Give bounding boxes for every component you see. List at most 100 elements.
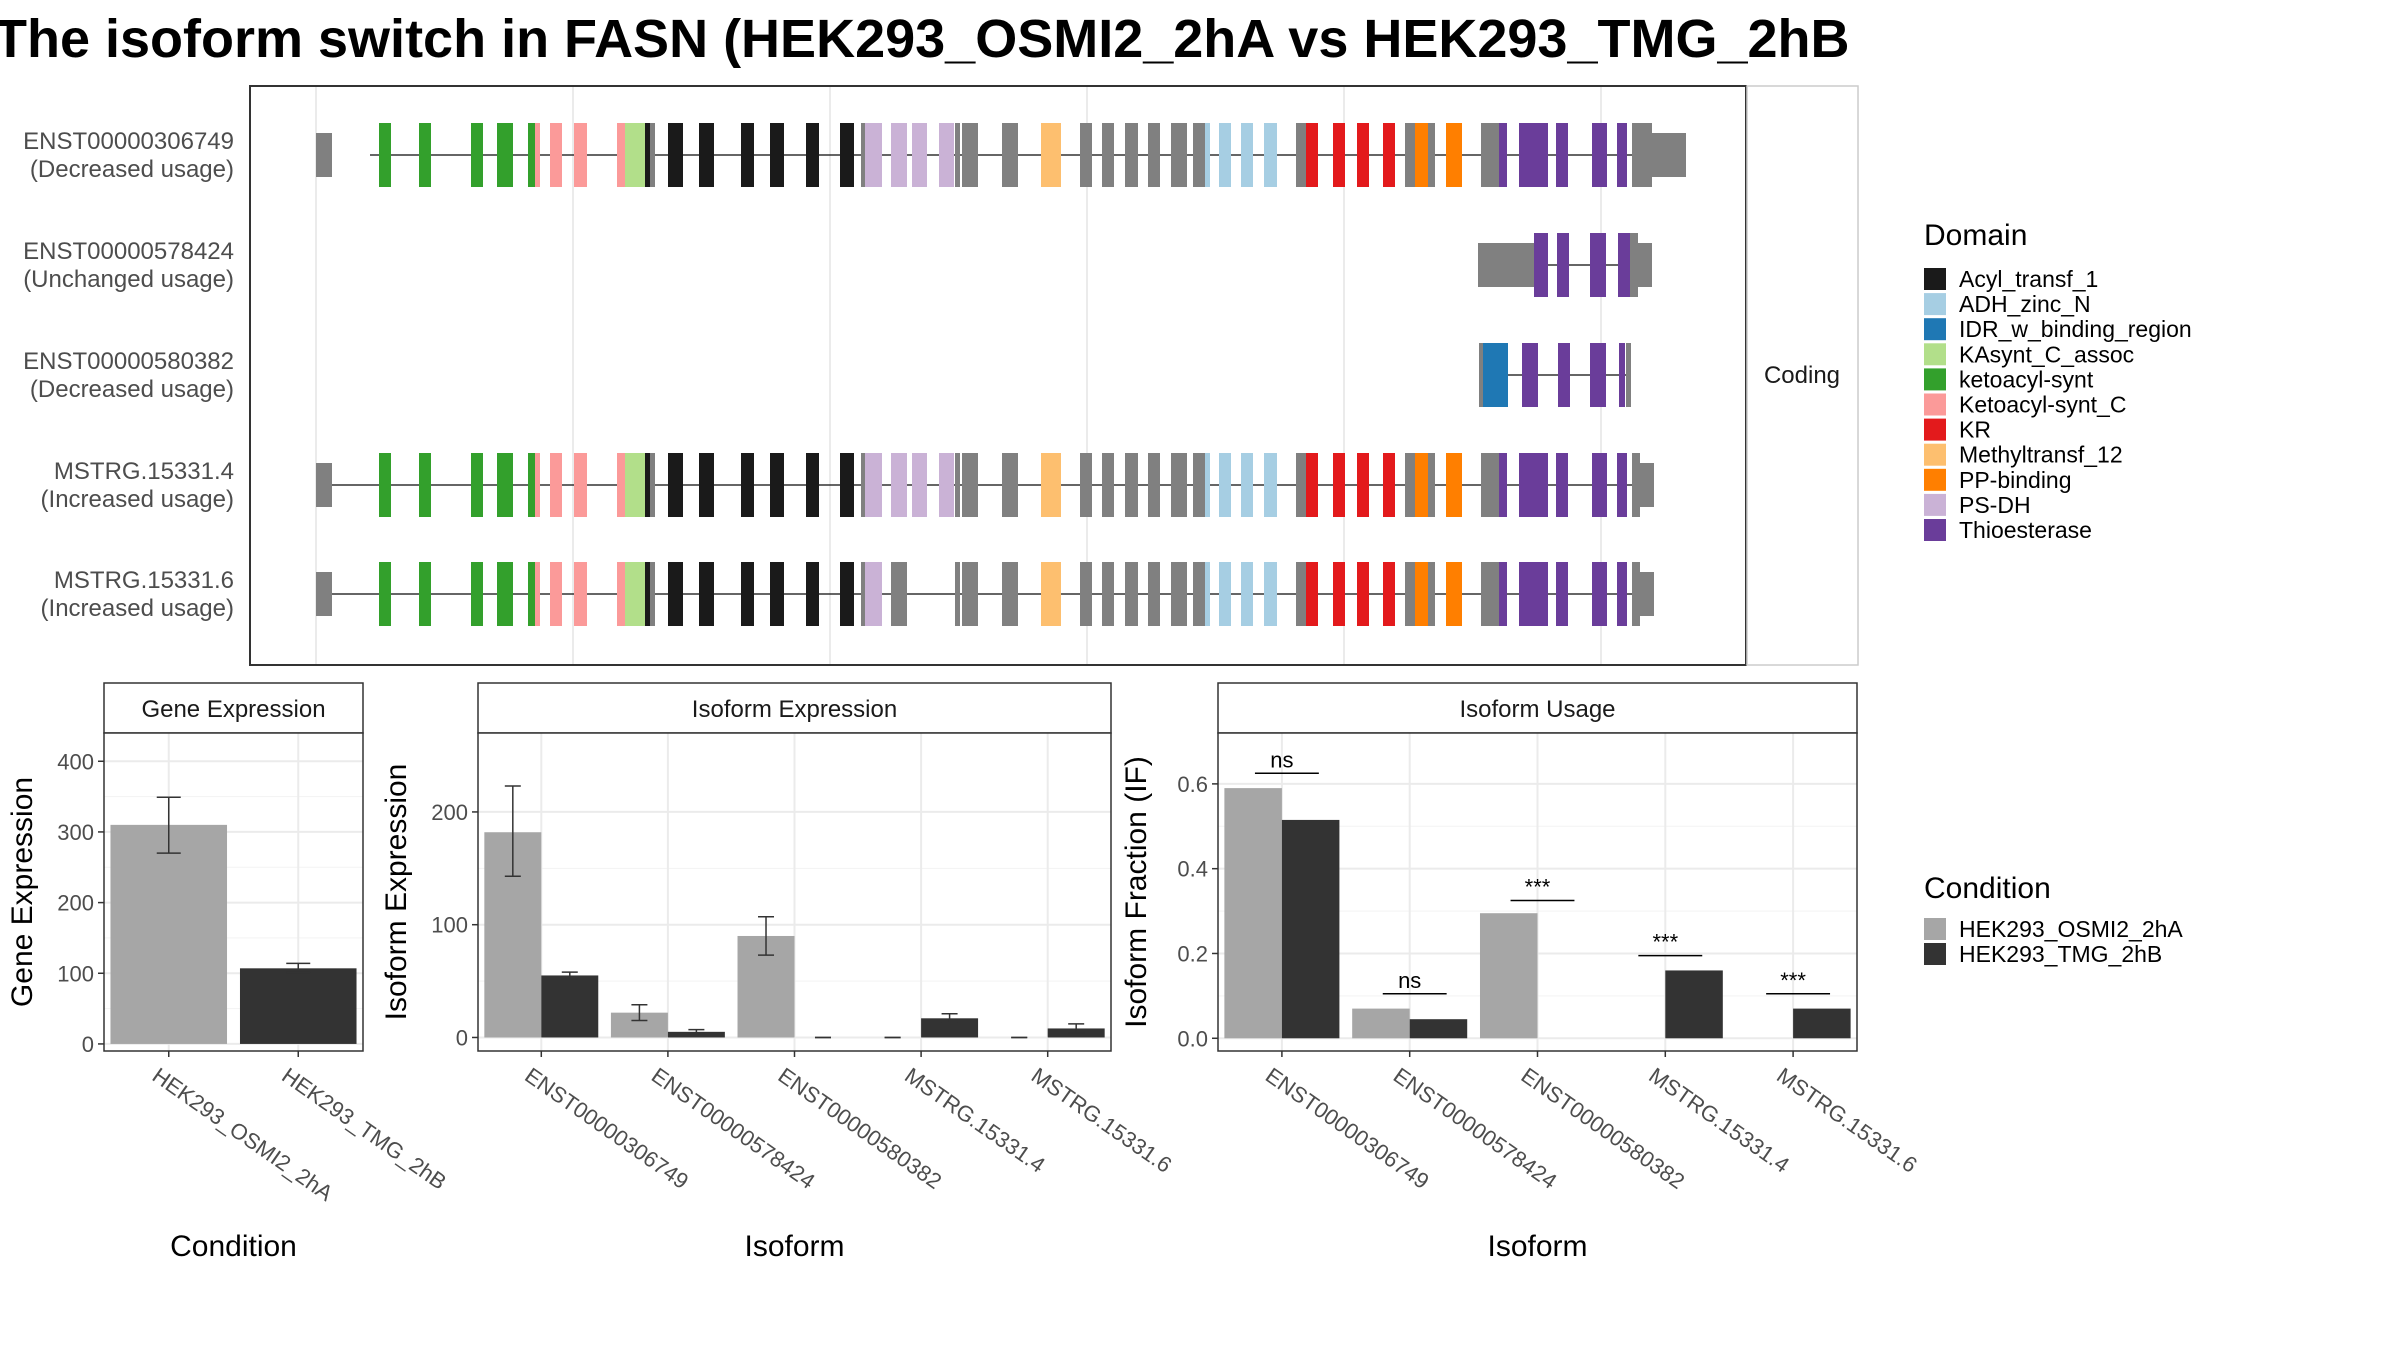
exon-Thioesterase-46 xyxy=(1556,562,1568,626)
domain-legend-label: KR xyxy=(1959,417,1991,443)
exon-KR-36 xyxy=(1333,562,1345,626)
utr-block-0 xyxy=(316,463,332,507)
domain-legend-label: Thioesterase xyxy=(1959,517,2092,543)
exon-ketoacyl-synt-1 xyxy=(419,123,431,187)
exon-Acyl_transf_1-13 xyxy=(699,453,714,517)
y-tick-label: 0 xyxy=(456,1025,468,1050)
coding-facet-strip xyxy=(1746,85,1859,666)
y-tick-label: 100 xyxy=(431,913,468,938)
isoform-expression-panel: Isoform Expression0100200ENST00000306749… xyxy=(380,682,1176,1263)
exon-Ketoacyl-synt_C-5 xyxy=(535,123,540,187)
exon-Acyl_transf_1-17 xyxy=(840,562,854,626)
exon-Acyl_transf_1-16 xyxy=(806,123,819,187)
utr-block-2 xyxy=(1652,133,1686,177)
condition-key-1 xyxy=(1924,943,1946,965)
exon-noncoding-25 xyxy=(1102,562,1114,626)
exon-noncoding-11 xyxy=(650,453,655,517)
bar-HEK293_TMG_2hB-MSTRG.15331.4 xyxy=(921,1018,979,1038)
condition-key-0 xyxy=(1924,918,1946,940)
exon-noncoding-24 xyxy=(962,453,978,517)
domain-key-ADH_zinc_N xyxy=(1924,293,1946,316)
exon-noncoding-22 xyxy=(1002,562,1018,626)
exon-PS-DH-21 xyxy=(912,453,927,517)
structure-panel-border xyxy=(249,85,1747,666)
exon-noncoding-18 xyxy=(861,453,865,517)
y-tick-label: 0.4 xyxy=(1177,857,1208,882)
exon-Ketoacyl-synt_C-7 xyxy=(574,562,587,626)
exon-KR-41 xyxy=(1383,123,1395,187)
exon-noncoding-0 xyxy=(1479,343,1483,407)
domain-key-Acyl_transf_1 xyxy=(1924,268,1946,290)
y-tick-label: 0.0 xyxy=(1177,1026,1208,1051)
y-tick-label: 400 xyxy=(57,749,94,774)
transcript-track-1 xyxy=(316,123,1686,187)
exon-PS-DH-19 xyxy=(865,453,882,517)
exon-noncoding-23 xyxy=(955,453,960,517)
exon-noncoding-32 xyxy=(1193,123,1205,187)
exon-noncoding-32 xyxy=(1193,453,1205,517)
exon-noncoding-44 xyxy=(1428,453,1435,517)
exon-Thioesterase-3 xyxy=(1618,233,1630,297)
utr-block-0 xyxy=(316,572,332,616)
significance-label-2: *** xyxy=(1525,874,1551,899)
exon-Thioesterase-2 xyxy=(1590,233,1606,297)
exon-noncoding-46 xyxy=(1481,123,1499,187)
exon-ketoacyl-synt-1 xyxy=(419,562,431,626)
exon-Thioesterase-2 xyxy=(1522,343,1538,407)
y-axis-title: Gene Expression xyxy=(6,777,39,1007)
transcript-track-3 xyxy=(1479,343,1631,407)
exon-ketoacyl-synt-3 xyxy=(497,562,513,626)
exon-Thioesterase-50 xyxy=(1592,453,1607,517)
coding-facet-label: Coding xyxy=(1764,362,1840,389)
exon-KAsynt_C_assoc-9 xyxy=(625,562,645,626)
significance-label-1: ns xyxy=(1398,968,1421,993)
domain-legend-label: ketoacyl-synt xyxy=(1959,366,2094,392)
exon-Ketoacyl-synt_C-8 xyxy=(617,453,625,517)
exon-IDR_w_binding_region-1 xyxy=(1483,343,1508,407)
exon-Thioesterase-3 xyxy=(1558,343,1570,407)
exon-KR-35 xyxy=(1306,562,1318,626)
exon-Acyl_transf_1-12 xyxy=(668,562,683,626)
exon-Ketoacyl-synt_C-5 xyxy=(535,453,540,517)
exon-noncoding-49 xyxy=(891,562,907,626)
exon-ADH_zinc_N-36 xyxy=(1264,453,1277,517)
exon-Methyltransf_12-26 xyxy=(1041,453,1061,517)
exon-noncoding-24 xyxy=(1080,562,1092,626)
exon-PS-DH-20 xyxy=(891,123,907,187)
exon-noncoding-21 xyxy=(962,562,978,626)
exon-ketoacyl-synt-1 xyxy=(419,453,431,517)
exon-Ketoacyl-synt_C-6 xyxy=(550,562,562,626)
condition-legend-label: HEK293_TMG_2hB xyxy=(1959,941,2162,967)
exon-ketoacyl-synt-2 xyxy=(471,453,483,517)
exon-noncoding-24 xyxy=(962,123,978,187)
exon-PS-DH-20 xyxy=(891,453,907,517)
panel-strip xyxy=(477,682,1112,734)
exon-ADH_zinc_N-34 xyxy=(1219,453,1231,517)
exon-noncoding-18 xyxy=(861,562,865,626)
exon-Thioesterase-5 xyxy=(1619,343,1625,407)
exon-Thioesterase-45 xyxy=(1519,562,1548,626)
exon-PP-binding-42 xyxy=(1446,562,1462,626)
exon-noncoding-44 xyxy=(1428,123,1435,187)
exon-KR-37 xyxy=(1357,562,1369,626)
exon-ADH_zinc_N-31 xyxy=(1219,562,1231,626)
utr-block-1 xyxy=(1632,562,1640,626)
exon-ADH_zinc_N-33 xyxy=(1264,562,1277,626)
transcript-usage-label: (Increased usage) xyxy=(41,595,234,622)
exon-ketoacyl-synt-0 xyxy=(379,123,391,187)
exon-Acyl_transf_1-15 xyxy=(770,123,784,187)
exon-Acyl_transf_1-14 xyxy=(741,453,754,517)
exon-Acyl_transf_1-17 xyxy=(840,123,854,187)
y-tick-label: 300 xyxy=(57,820,94,845)
exon-PS-DH-19 xyxy=(865,562,882,626)
exon-Thioesterase-47 xyxy=(1592,562,1607,626)
exon-noncoding-20 xyxy=(955,562,960,626)
bar-HEK293_OSMI2_2hA-ENST00000580382 xyxy=(1479,913,1538,1039)
transcript-usage-label: (Unchanged usage) xyxy=(23,266,234,293)
y-axis-title: Isoform Expression xyxy=(380,764,413,1021)
x-axis-title: Isoform xyxy=(744,1230,844,1263)
domain-legend-label: PP-binding xyxy=(1959,467,2072,493)
exon-noncoding-37 xyxy=(1296,453,1306,517)
